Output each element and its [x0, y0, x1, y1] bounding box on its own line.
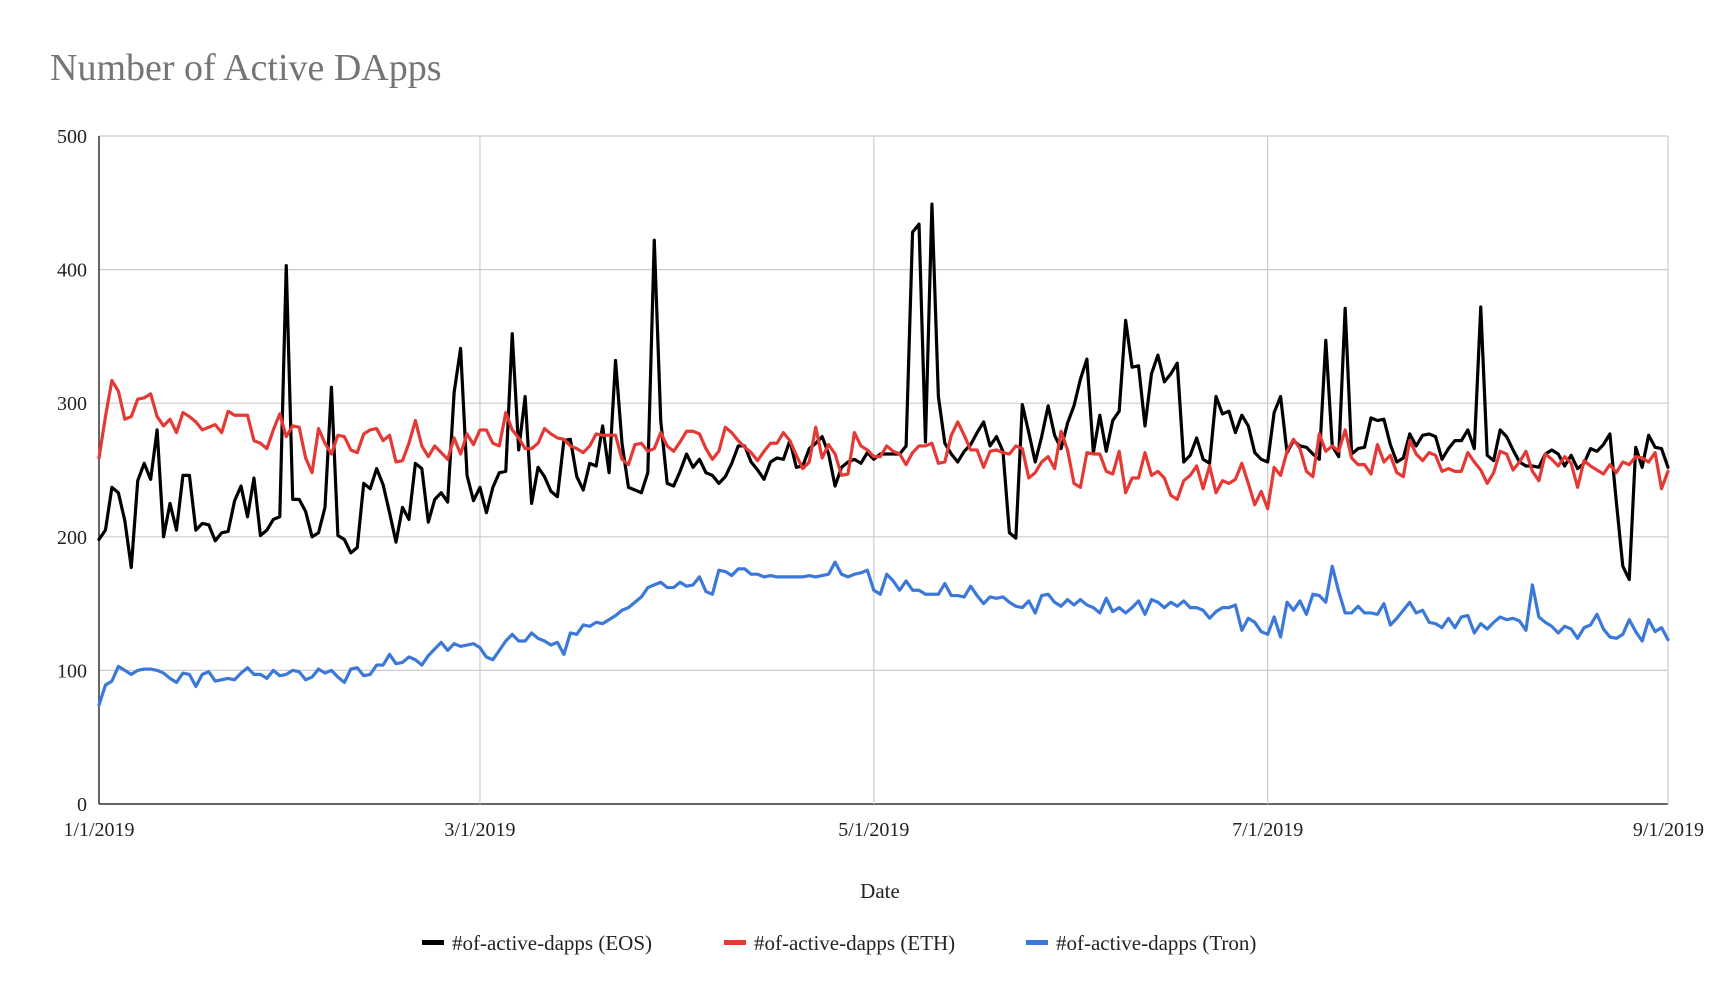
chart-title: Number of Active DApps — [50, 47, 442, 89]
x-tick-label: 9/1/2019 — [1633, 819, 1704, 841]
series-line-0 — [97, 202, 1670, 582]
y-tick-label: 200 — [57, 527, 87, 549]
y-tick-label: 500 — [57, 126, 87, 148]
y-tick-label: 400 — [57, 260, 87, 282]
x-tick-label: 1/1/2019 — [63, 819, 134, 841]
x-axis-title: Date — [860, 879, 900, 903]
series-lines — [97, 202, 1670, 707]
x-tick-label: 5/1/2019 — [838, 819, 909, 841]
x-tick-label: 7/1/2019 — [1232, 819, 1303, 841]
legend-swatch — [1026, 940, 1048, 945]
x-tick-label: 3/1/2019 — [444, 819, 515, 841]
legend-label: #of-active-dapps (Tron) — [1056, 931, 1256, 955]
axes: 0 100 200 300 400 500 1/1/2019 3/1/2019 5/1/2019… — [57, 126, 1704, 841]
legend-label: #of-active-dapps (ETH) — [754, 931, 955, 955]
legend-swatch — [724, 940, 746, 945]
y-tick-label: 300 — [57, 393, 87, 415]
legend: #of-active-dapps (EOS) #of-active-dapps (… — [422, 931, 1256, 955]
series-line-1 — [97, 378, 1670, 511]
legend-swatch — [422, 940, 444, 945]
series-line-2 — [97, 560, 1670, 707]
legend-label: #of-active-dapps (EOS) — [452, 931, 652, 955]
y-tick-label: 0 — [77, 794, 87, 816]
y-tick-label: 100 — [57, 660, 87, 682]
